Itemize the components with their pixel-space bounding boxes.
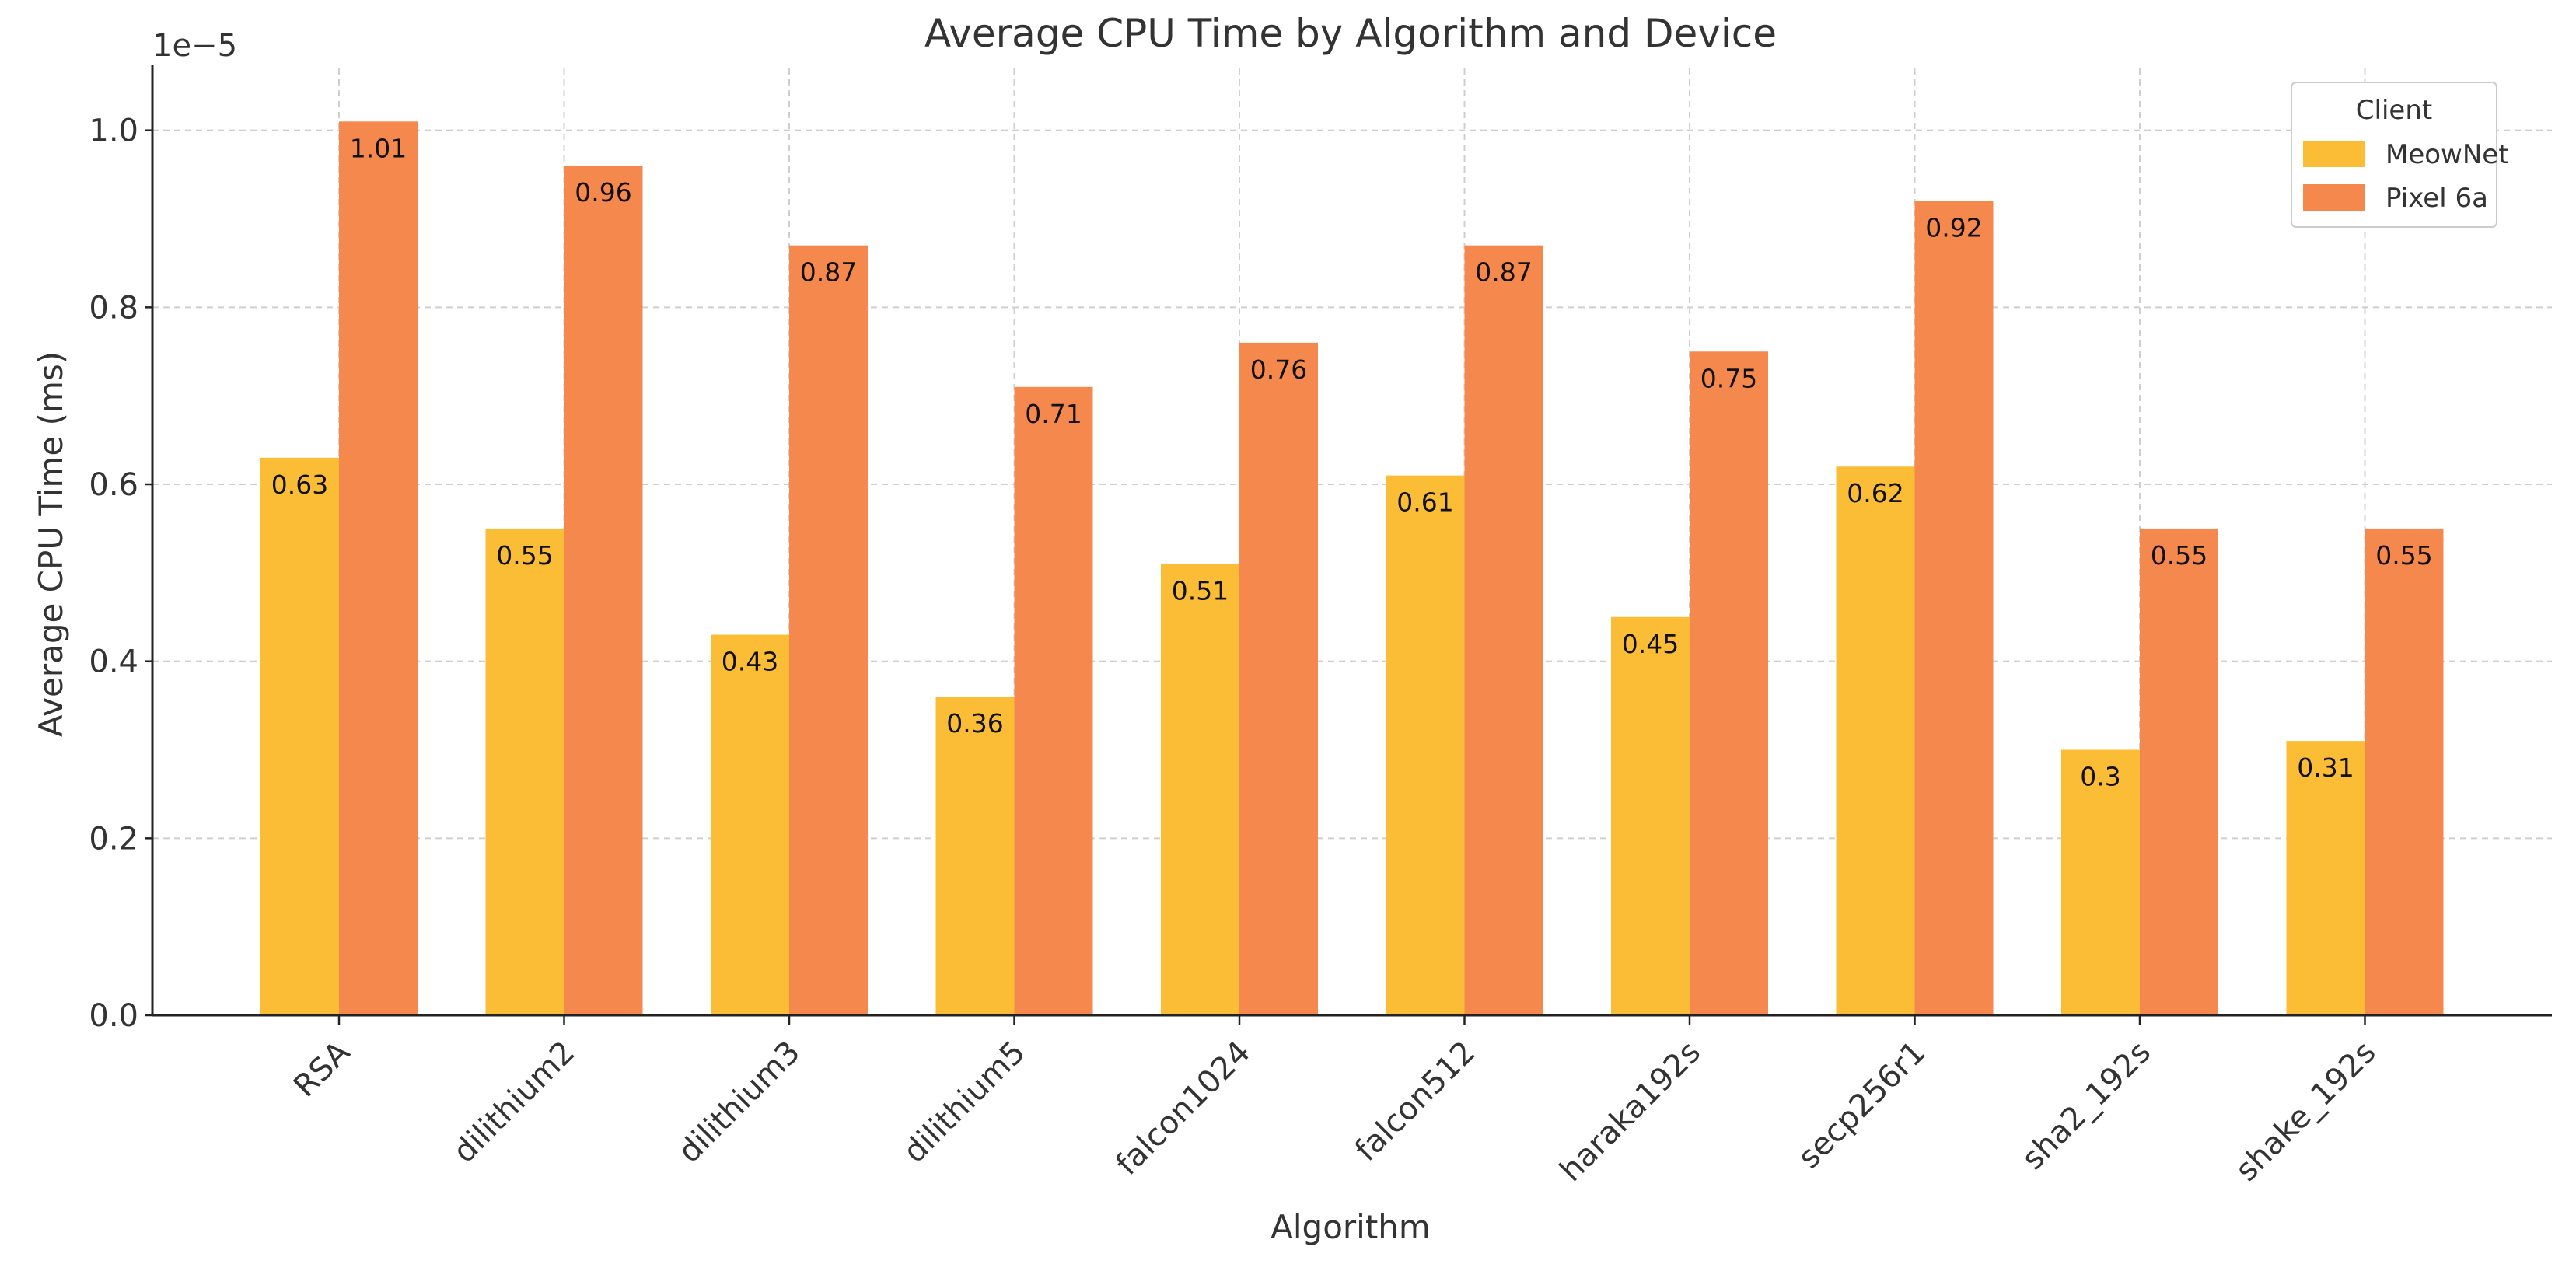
x-tick-label-sha2-192s: sha2_192s [2015, 1035, 2158, 1177]
x-tick-label-dilithium3: dilithium3 [672, 1035, 807, 1170]
bar-value-label: 0.76 [1250, 354, 1307, 385]
legend-swatch-meownet [2303, 141, 2365, 167]
y-tick-label: 0.6 [89, 467, 138, 503]
y-tick-label: 1.0 [89, 113, 138, 149]
y-offset-label: 1e−5 [152, 28, 237, 64]
legend-label-pixel-6a: Pixel 6a [2386, 183, 2488, 214]
bar-value-label: 0.55 [2151, 540, 2207, 571]
bar-meownet-dilithium3 [711, 634, 789, 1015]
x-tick-label-haraka192s: haraka192s [1553, 1035, 1707, 1189]
bar-meownet-sha2-192s [2061, 749, 2140, 1015]
bar-meownet-dilithium2 [485, 528, 564, 1015]
bar-pixel-6a-falcon1024 [1239, 342, 1318, 1015]
bar-meownet-falcon1024 [1161, 564, 1239, 1015]
bar-value-label: 0.51 [1172, 575, 1229, 606]
bar-pixel-6a-sha2-192s [2140, 528, 2218, 1015]
bar-value-label: 0.96 [575, 177, 631, 208]
bar-value-label: 0.92 [1925, 213, 1982, 243]
x-tick-label-falcon512: falcon512 [1348, 1035, 1482, 1168]
bar-pixel-6a-dilithium3 [789, 245, 868, 1015]
bar-value-label: 0.31 [2297, 752, 2354, 783]
bar-meownet-haraka192s [1611, 616, 1690, 1015]
x-tick-label-shake-192s: shake_192s [2228, 1035, 2382, 1189]
bars [260, 121, 2444, 1015]
bar-pixel-6a-dilithium5 [1014, 386, 1093, 1015]
x-tick-label-dilithium5: dilithium5 [897, 1035, 1032, 1170]
bar-value-label: 0.61 [1396, 487, 1453, 518]
y-tick-label: 0.8 [89, 290, 138, 326]
legend-label-meownet: MeowNet [2386, 139, 2509, 170]
bar-value-label: 0.71 [1025, 399, 1082, 429]
bar-pixel-6a-shake-192s [2365, 528, 2444, 1015]
chart-title: Average CPU Time by Algorithm and Device [924, 11, 1777, 56]
bar-value-label: 0.75 [1700, 363, 1757, 393]
y-axis-title: Average CPU Time (ms) [32, 351, 70, 737]
bar-value-label: 0.63 [271, 470, 328, 500]
y-tick-label: 0.0 [89, 998, 138, 1034]
bar-labels: 0.63 0.55 0.43 0.36 0.51 0.61 0.45 0.62 0.3 0.31 1… [271, 133, 2433, 791]
x-axis-title: Algorithm [1271, 1208, 1431, 1246]
bar-meownet-falcon512 [1386, 475, 1465, 1015]
bar-pixel-6a-secp256r1 [1914, 201, 1994, 1015]
x-tick-label-secp256r1: secp256r1 [1791, 1035, 1933, 1176]
bar-value-label: 0.87 [800, 257, 857, 288]
bar-meownet-shake-192s [2286, 741, 2365, 1015]
bar-meownet-dilithium5 [935, 697, 1015, 1015]
legend-title: Client [2356, 95, 2432, 126]
bar-pixel-6a-dilithium2 [564, 166, 643, 1015]
bar-value-label: 0.45 [1622, 629, 1679, 659]
bar-value-label: 0.62 [1847, 478, 1903, 508]
bar-value-label: 0.55 [2375, 540, 2432, 571]
bar-meownet-secp256r1 [1836, 466, 1915, 1015]
x-tick-label-falcon1024: falcon1024 [1110, 1035, 1257, 1182]
x-tick-label-rsa: RSA [287, 1034, 357, 1104]
x-tick-label-dilithium2: dilithium2 [446, 1035, 582, 1170]
bar-value-label: 0.87 [1475, 257, 1532, 288]
legend: Client MeowNet Pixel 6a [2291, 82, 2509, 228]
bar-pixel-6a-haraka192s [1690, 351, 1768, 1015]
bar-value-label: 0.55 [496, 540, 553, 571]
bar-meownet-rsa [260, 457, 339, 1015]
bar-value-label: 1.01 [350, 133, 407, 163]
y-tick-label: 0.2 [89, 821, 138, 857]
bar-pixel-6a-rsa [339, 121, 418, 1015]
bar-value-label: 0.3 [2080, 762, 2120, 792]
y-tick-label: 0.4 [89, 644, 138, 680]
bar-value-label: 0.36 [946, 708, 1003, 739]
bar-value-label: 0.43 [722, 647, 778, 677]
bar-pixel-6a-falcon512 [1464, 245, 1543, 1015]
legend-swatch-pixel-6a [2303, 184, 2365, 211]
